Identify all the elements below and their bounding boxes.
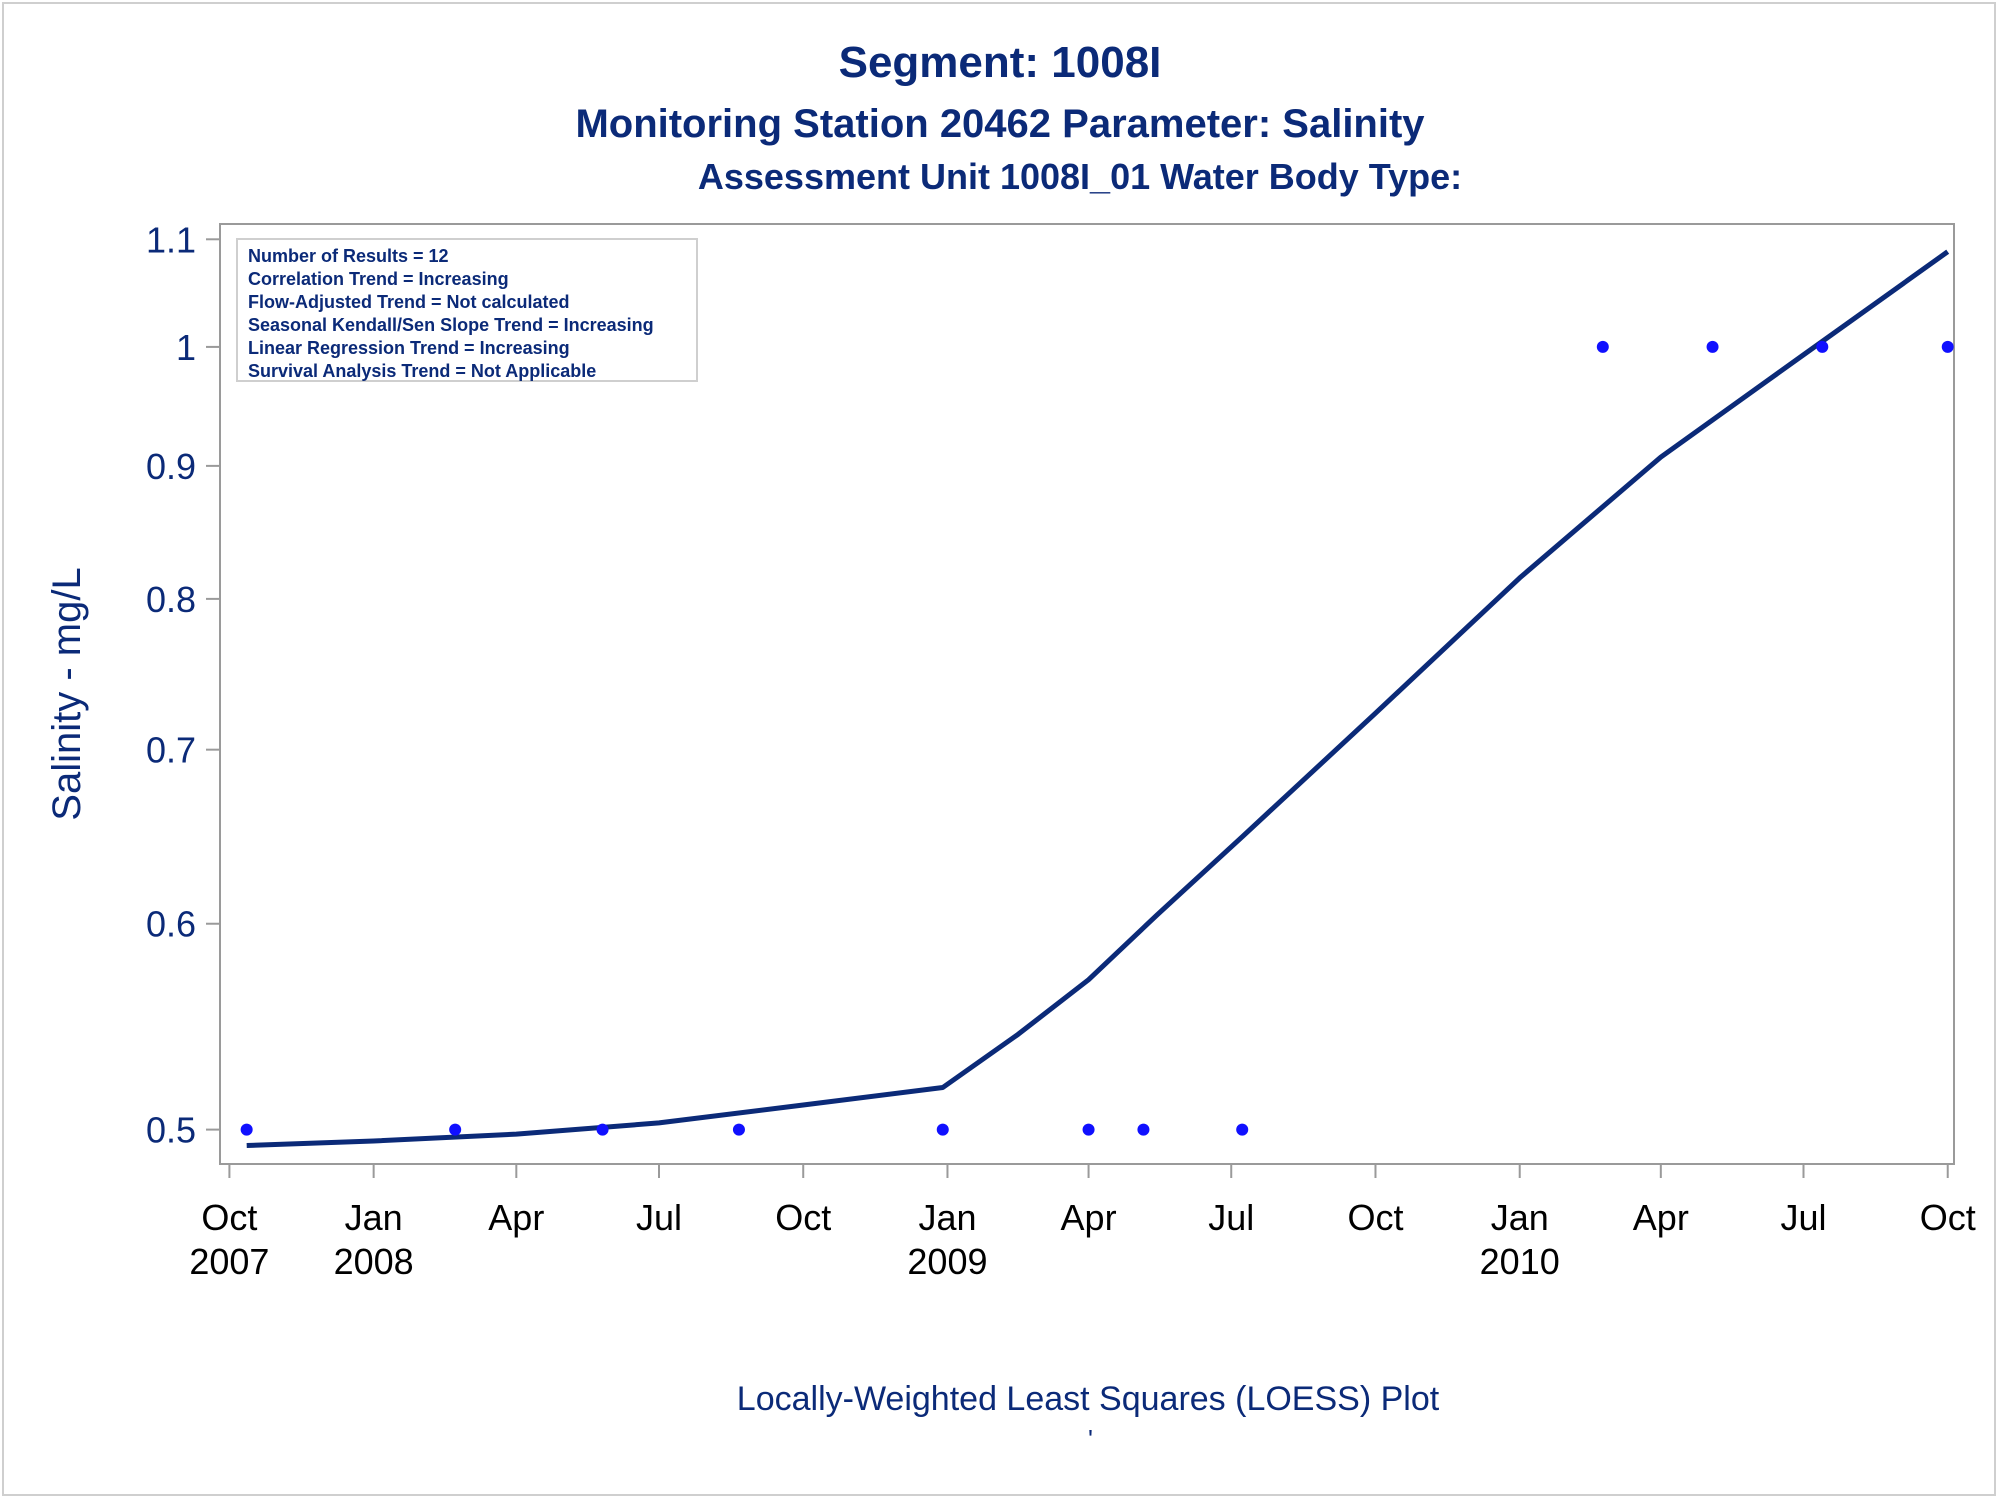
stats-line: Flow-Adjusted Trend = Not calculated <box>248 292 570 312</box>
data-point <box>449 1123 462 1136</box>
stats-line: Linear Regression Trend = Increasing <box>248 338 570 358</box>
y-tick-label: 0.5 <box>146 1110 196 1151</box>
x-tick-label: Apr <box>488 1197 544 1238</box>
y-tick-label: 0.8 <box>146 579 196 620</box>
x-tick-label: Jan <box>345 1197 403 1238</box>
data-point <box>1082 1123 1095 1136</box>
plot-frame <box>219 223 1955 1165</box>
x-tick-label: Oct <box>775 1197 831 1238</box>
chart-subtitle: Monitoring Station 20462 Parameter: Sali… <box>575 102 1425 146</box>
x-tick-year-label: 2010 <box>1480 1241 1560 1282</box>
x-tick-label: Jul <box>1780 1197 1826 1238</box>
data-point <box>936 1123 949 1136</box>
x-tick-label: Jul <box>636 1197 682 1238</box>
y-axis: 0.5 0.6 0.7 0.8 0.9 1 1.1 <box>146 219 220 1151</box>
x-tick-label: Oct <box>1920 1197 1976 1238</box>
x-tick-label: Jan <box>1491 1197 1549 1238</box>
series-layer <box>240 249 1954 1148</box>
data-point <box>1236 1123 1249 1136</box>
data-point <box>240 1123 253 1136</box>
x-tick-label: Apr <box>1061 1197 1117 1238</box>
data-point <box>596 1123 609 1136</box>
x-tick-label: Apr <box>1633 1197 1689 1238</box>
x-tick-label: Jul <box>1208 1197 1254 1238</box>
footnote: Locally-Weighted Least Squares (LOESS) P… <box>736 1380 1440 1418</box>
x-tick-year-label: 2008 <box>334 1241 414 1282</box>
y-axis-title: Salinity - mg/L <box>45 567 89 820</box>
data-point <box>1941 340 1954 353</box>
trend-stats-box: Number of Results = 12 Correlation Trend… <box>236 238 698 382</box>
loess-line <box>246 249 1950 1148</box>
data-point <box>1706 340 1719 353</box>
y-tick-label: 1 <box>176 327 196 368</box>
data-point <box>732 1123 745 1136</box>
x-tick-year-label: 2009 <box>907 1241 987 1282</box>
y-tick-label: 0.7 <box>146 730 196 771</box>
data-point <box>1137 1123 1150 1136</box>
y-tick-label: 0.9 <box>146 446 196 487</box>
x-tick-year-label: 2007 <box>189 1241 269 1282</box>
chart-title: Segment: 1008I <box>838 38 1162 87</box>
x-tick-label: Oct <box>1347 1197 1403 1238</box>
y-tick-label: 0.6 <box>146 904 196 945</box>
stats-line: Seasonal Kendall/Sen Slope Trend = Incre… <box>248 315 654 335</box>
stats-line: Number of Results = 12 <box>248 246 449 266</box>
data-point <box>1596 340 1609 353</box>
x-tick-label: Jan <box>918 1197 976 1238</box>
footnote-mark: ' <box>1088 1424 1093 1454</box>
y-tick-label: 1.1 <box>146 219 196 260</box>
x-tick-label: Oct <box>201 1197 257 1238</box>
stats-line: Survival Analysis Trend = Not Applicable <box>248 361 597 381</box>
data-point <box>1816 340 1829 353</box>
chart-subtitle-2: Assessment Unit 1008I_01 Water Body Type… <box>697 156 1463 197</box>
stats-line: Correlation Trend = Increasing <box>248 269 509 289</box>
